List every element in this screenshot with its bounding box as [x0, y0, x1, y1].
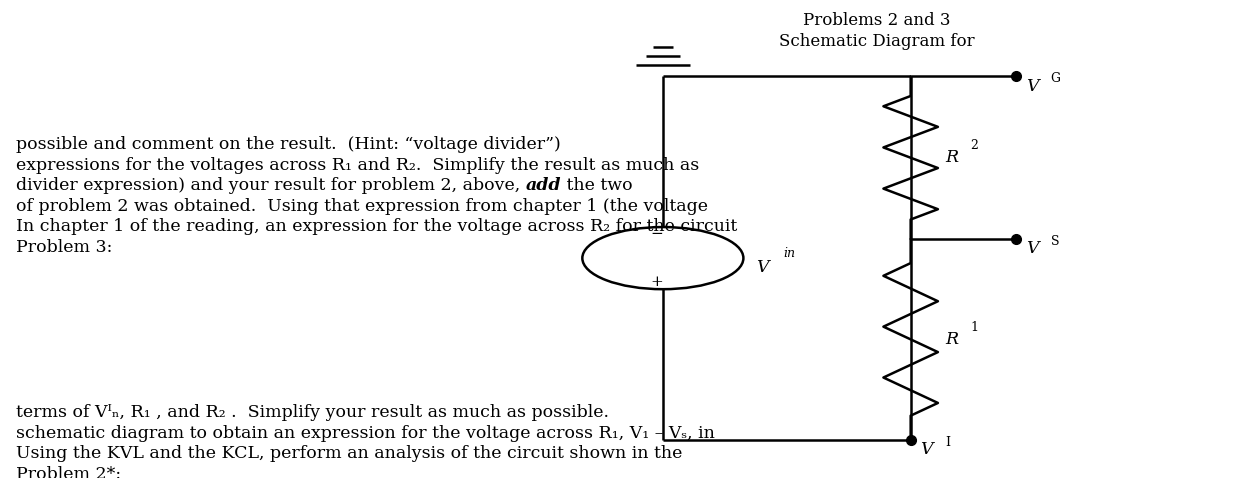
Text: possible and comment on the result.  (Hint: “voltage divider”): possible and comment on the result. (Hin…: [16, 136, 561, 153]
Text: schematic diagram to obtain an expression for the voltage across R₁, V₁ – Vₛ, in: schematic diagram to obtain an expressio…: [16, 425, 715, 442]
Text: 2: 2: [970, 139, 978, 152]
Text: Problem 3:: Problem 3:: [16, 239, 113, 256]
Text: R: R: [945, 149, 959, 166]
Text: of problem 2 was obtained.  Using that expression from chapter 1 (the voltage: of problem 2 was obtained. Using that ex…: [16, 198, 709, 215]
Text: V: V: [921, 441, 933, 458]
Text: S: S: [1051, 235, 1059, 248]
Text: G: G: [1051, 72, 1061, 86]
Text: divider expression) and your result for problem 2, above,: divider expression) and your result for …: [16, 177, 525, 195]
Text: Schematic Diagram for: Schematic Diagram for: [779, 33, 974, 51]
Text: in: in: [783, 247, 795, 260]
Text: V: V: [1026, 240, 1038, 257]
Text: terms of Vᴵₙ, R₁ , and R₂ .  Simplify your result as much as possible.: terms of Vᴵₙ, R₁ , and R₂ . Simplify you…: [16, 404, 610, 422]
Text: Using the KVL and the KCL, perform an analysis of the circuit shown in the: Using the KVL and the KCL, perform an an…: [16, 445, 683, 463]
Text: Problems 2 and 3: Problems 2 and 3: [803, 12, 950, 29]
Text: +: +: [650, 275, 663, 289]
Text: In chapter 1 of the reading, an expression for the voltage across R₂ for the cir: In chapter 1 of the reading, an expressi…: [16, 218, 737, 236]
Text: expressions for the voltages across R₁ and R₂.  Simplify the result as much as: expressions for the voltages across R₁ a…: [16, 157, 699, 174]
Text: 1: 1: [970, 321, 978, 334]
Text: R: R: [945, 331, 959, 348]
Text: add: add: [525, 177, 561, 195]
Text: Problem 2*:: Problem 2*:: [16, 466, 121, 478]
Text: the two: the two: [561, 177, 633, 195]
Text: V: V: [1026, 77, 1038, 95]
Text: −: −: [650, 227, 663, 241]
Text: V: V: [756, 259, 768, 276]
Text: I: I: [945, 435, 950, 449]
